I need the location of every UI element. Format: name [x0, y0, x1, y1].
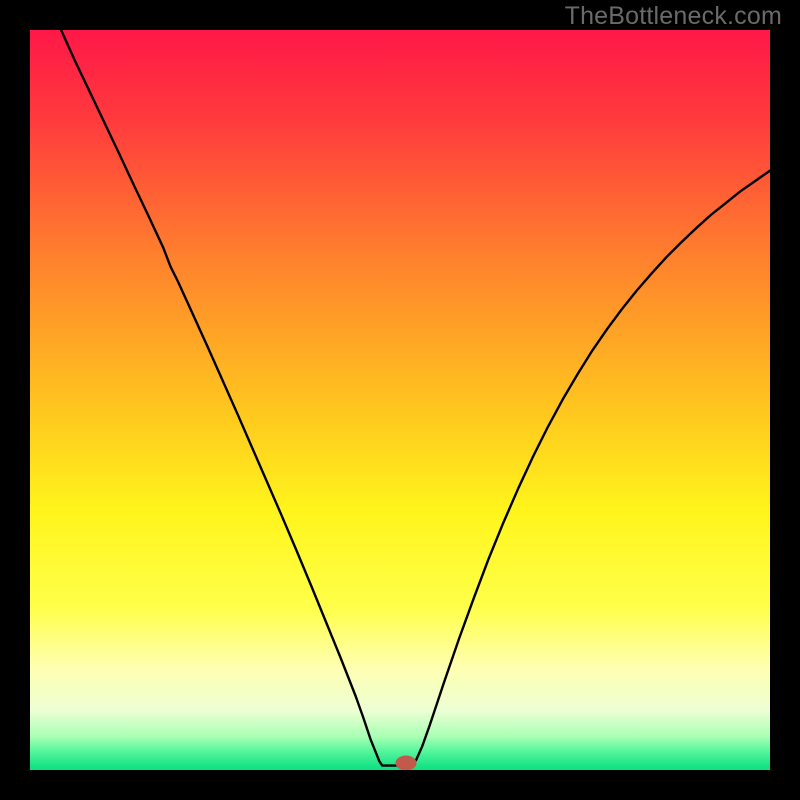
chart-frame: TheBottleneck.com [0, 0, 800, 800]
watermark-text: TheBottleneck.com [565, 2, 782, 31]
bottleneck-curve [61, 30, 770, 766]
bottleneck-marker [395, 756, 416, 770]
plot-area [30, 30, 770, 770]
curve-layer [30, 30, 770, 770]
